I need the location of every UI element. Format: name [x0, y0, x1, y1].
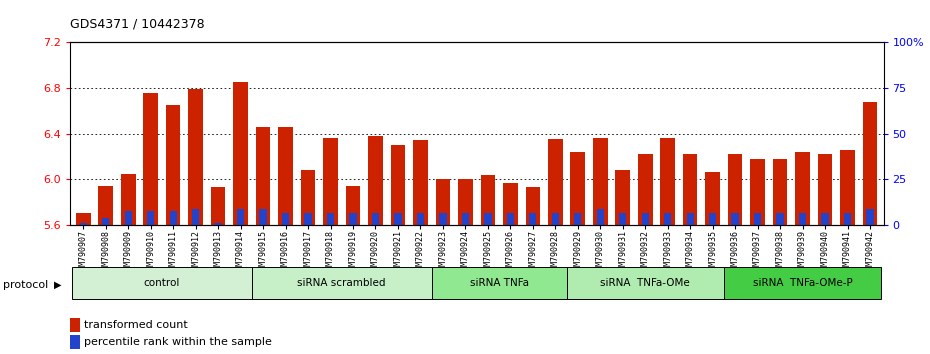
Bar	[642, 213, 649, 225]
Bar	[566, 267, 724, 299]
Bar	[259, 209, 267, 225]
Bar	[638, 154, 653, 225]
Bar	[147, 211, 154, 225]
Bar	[863, 102, 877, 225]
Text: transformed count: transformed count	[85, 320, 188, 330]
Bar	[169, 211, 177, 225]
Bar	[732, 213, 738, 225]
Bar	[417, 213, 424, 225]
Bar	[192, 209, 199, 225]
Bar	[304, 213, 312, 225]
Bar	[616, 170, 630, 225]
Bar	[233, 82, 248, 225]
Bar	[867, 209, 873, 225]
Text: protocol: protocol	[3, 280, 48, 290]
Bar	[326, 213, 334, 225]
Bar	[664, 213, 671, 225]
Bar	[166, 105, 180, 225]
Bar	[574, 213, 581, 225]
Bar	[215, 223, 221, 225]
Bar	[597, 209, 604, 225]
Bar	[372, 213, 379, 225]
Bar	[821, 213, 829, 225]
Bar	[817, 154, 832, 225]
Text: percentile rank within the sample: percentile rank within the sample	[85, 337, 272, 347]
Text: siRNA scrambled: siRNA scrambled	[298, 278, 386, 288]
Bar	[754, 213, 762, 225]
Bar	[593, 138, 607, 225]
Bar	[751, 159, 764, 225]
Bar	[529, 213, 537, 225]
Bar	[507, 213, 514, 225]
Bar	[728, 154, 742, 225]
Bar	[432, 267, 566, 299]
Bar	[413, 141, 428, 225]
Bar	[99, 186, 113, 225]
Bar	[525, 187, 540, 225]
Bar	[773, 159, 788, 225]
Text: GDS4371 / 10442378: GDS4371 / 10442378	[70, 17, 205, 30]
Bar	[350, 213, 356, 225]
Bar	[282, 213, 289, 225]
Text: siRNA TNFa: siRNA TNFa	[470, 278, 528, 288]
Bar	[619, 213, 627, 225]
Bar	[461, 213, 469, 225]
Bar	[72, 267, 252, 299]
Bar	[840, 150, 855, 225]
Bar	[439, 213, 446, 225]
Bar	[278, 127, 293, 225]
Bar	[705, 172, 720, 225]
Bar	[458, 179, 472, 225]
Bar	[102, 218, 110, 225]
Bar	[795, 152, 810, 225]
Text: siRNA  TNFa-OMe-P: siRNA TNFa-OMe-P	[752, 278, 853, 288]
Bar	[76, 213, 90, 225]
Bar	[252, 267, 432, 299]
Bar	[256, 127, 271, 225]
Bar	[346, 186, 360, 225]
Bar	[485, 213, 492, 225]
Bar	[391, 145, 405, 225]
Bar	[683, 154, 698, 225]
Bar	[686, 213, 694, 225]
Text: ▶: ▶	[54, 280, 61, 290]
Bar	[143, 93, 158, 225]
Bar	[481, 175, 495, 225]
Bar	[660, 138, 675, 225]
Bar	[777, 213, 784, 225]
Bar	[724, 267, 882, 299]
Text: siRNA  TNFa-OMe: siRNA TNFa-OMe	[601, 278, 690, 288]
Bar	[570, 152, 585, 225]
Bar	[300, 170, 315, 225]
Bar	[709, 213, 716, 225]
Bar	[80, 223, 86, 225]
Bar	[368, 136, 383, 225]
Bar	[394, 213, 402, 225]
Bar	[551, 213, 559, 225]
Bar	[503, 183, 518, 225]
Bar	[121, 173, 136, 225]
Bar	[844, 213, 851, 225]
Text: control: control	[144, 278, 180, 288]
Bar	[189, 89, 203, 225]
Bar	[125, 211, 132, 225]
Bar	[324, 138, 338, 225]
Bar	[211, 187, 225, 225]
Bar	[237, 209, 245, 225]
Bar	[435, 179, 450, 225]
Bar	[548, 139, 563, 225]
Bar	[70, 318, 80, 332]
Bar	[70, 335, 80, 349]
Bar	[799, 213, 806, 225]
